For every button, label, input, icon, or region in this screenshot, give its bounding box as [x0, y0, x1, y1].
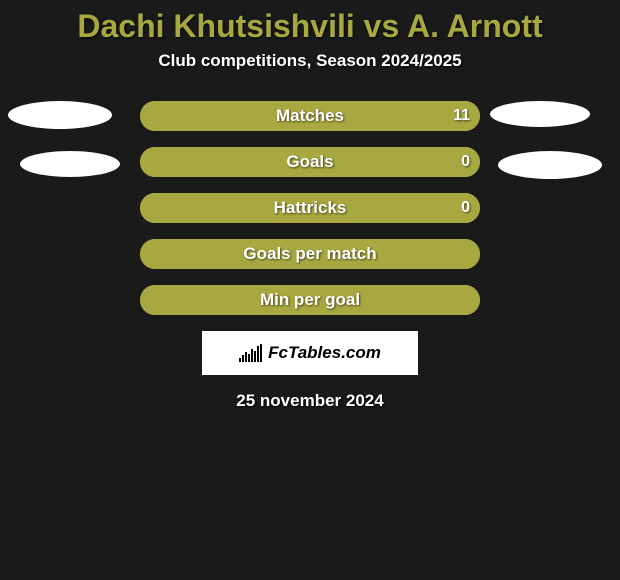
bar-value-right: 0 — [461, 199, 470, 217]
logo-box[interactable]: FcTables.com — [202, 331, 418, 375]
logo-inner: FcTables.com — [239, 343, 381, 363]
player-left-ellipse-2 — [20, 151, 120, 177]
bar-label: Goals — [286, 152, 333, 172]
bar-label: Matches — [276, 106, 344, 126]
date-text: 25 november 2024 — [0, 391, 620, 411]
bar-label: Min per goal — [260, 290, 360, 310]
comparison-widget: Dachi Khutsishvili vs A. Arnott Club com… — [0, 0, 620, 580]
bar-row: Min per goal — [140, 285, 480, 315]
bar-row: Goals per match — [140, 239, 480, 269]
chart-area: Matches 11 Goals 0 Hattricks 0 Goals per match… — [0, 101, 620, 411]
bar-label: Goals per match — [243, 244, 376, 264]
bar-row: Goals 0 — [140, 147, 480, 177]
logo-text: FcTables.com — [268, 343, 381, 363]
bar-value-right: 11 — [453, 107, 470, 125]
bars-group: Matches 11 Goals 0 Hattricks 0 Goals per match… — [140, 101, 480, 315]
page-title: Dachi Khutsishvili vs A. Arnott — [0, 0, 620, 45]
subtitle: Club competitions, Season 2024/2025 — [0, 51, 620, 71]
bar-row: Hattricks 0 — [140, 193, 480, 223]
bar-row: Matches 11 — [140, 101, 480, 131]
bar-value-right: 0 — [461, 153, 470, 171]
bar-label: Hattricks — [274, 198, 347, 218]
player-right-ellipse-1 — [490, 101, 590, 127]
player-left-ellipse-1 — [8, 101, 112, 129]
player-right-ellipse-2 — [498, 151, 602, 179]
logo-chart-icon — [239, 344, 262, 362]
